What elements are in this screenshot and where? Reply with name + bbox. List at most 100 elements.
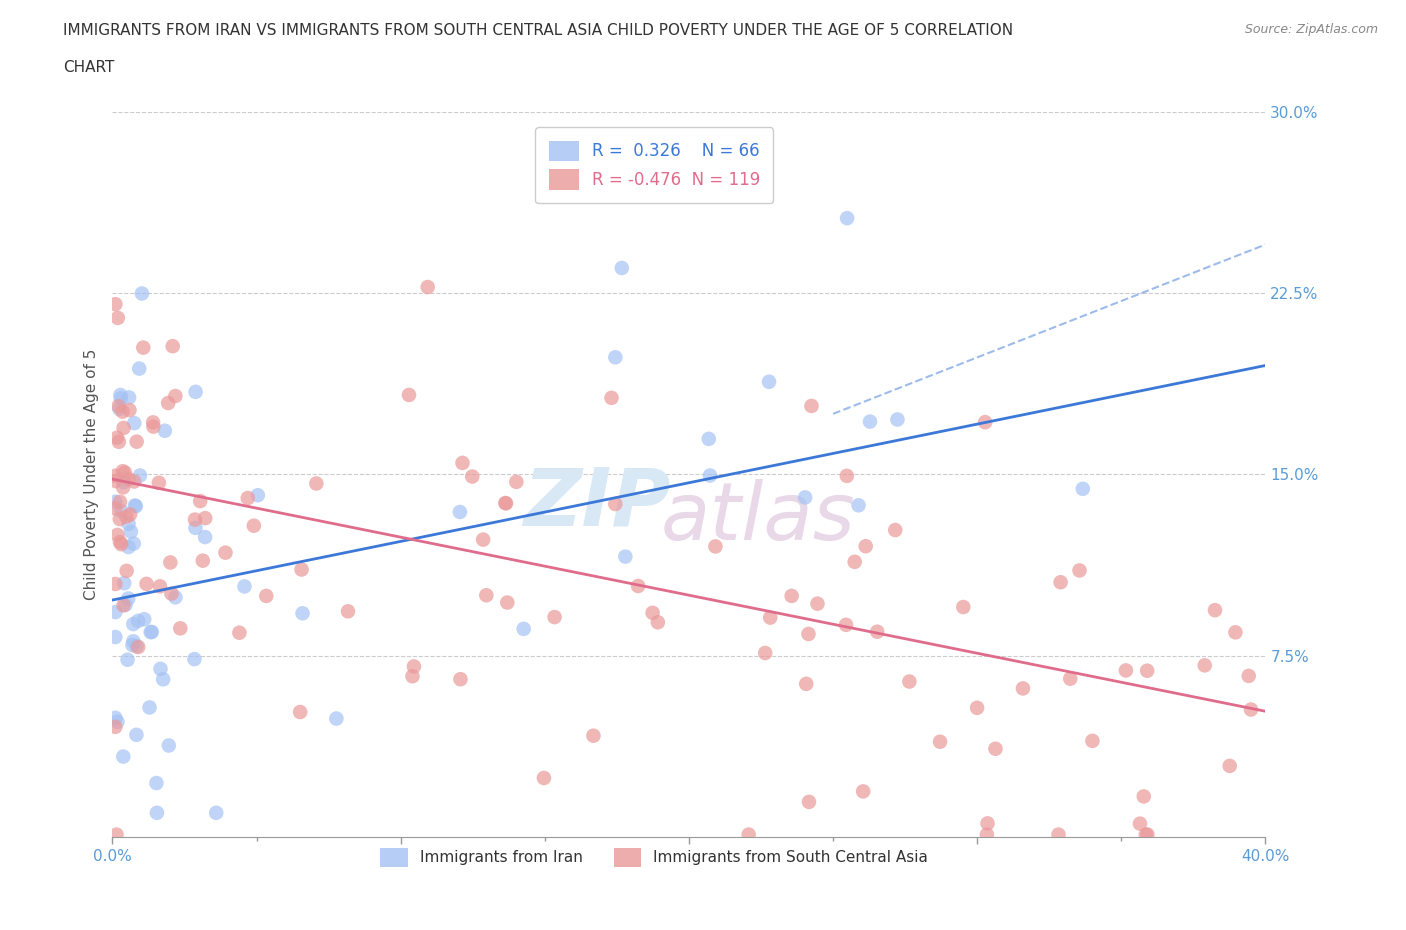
Point xyxy=(112,750,135,764)
Point xyxy=(449,505,471,520)
Text: Source: ZipAtlas.com: Source: ZipAtlas.com xyxy=(1244,23,1378,36)
Point xyxy=(146,805,169,820)
Text: CHART: CHART xyxy=(63,60,115,75)
Y-axis label: Child Poverty Under the Age of 5: Child Poverty Under the Age of 5 xyxy=(83,349,98,600)
Point xyxy=(135,577,157,591)
Point xyxy=(866,624,889,639)
Point xyxy=(228,625,250,640)
Point xyxy=(108,434,131,449)
Point xyxy=(1194,658,1216,672)
Point xyxy=(496,595,519,610)
Point xyxy=(759,610,782,625)
Point xyxy=(104,604,127,619)
Point xyxy=(115,510,138,525)
Point xyxy=(184,384,207,399)
Point xyxy=(1237,669,1260,684)
Point xyxy=(605,350,627,365)
Point xyxy=(162,339,184,353)
Point xyxy=(188,494,211,509)
Point xyxy=(844,554,866,569)
Point xyxy=(1059,671,1081,686)
Point xyxy=(852,784,875,799)
Point xyxy=(120,507,142,522)
Point xyxy=(124,498,146,513)
Point xyxy=(1012,681,1035,696)
Point xyxy=(148,475,170,490)
Point xyxy=(952,600,974,615)
Point xyxy=(205,805,228,820)
Point xyxy=(512,621,534,636)
Point xyxy=(122,474,145,489)
Point xyxy=(290,562,312,577)
Point xyxy=(800,398,823,413)
Point xyxy=(325,711,347,726)
Legend: Immigrants from Iran, Immigrants from South Central Asia: Immigrants from Iran, Immigrants from So… xyxy=(374,842,935,873)
Point xyxy=(104,473,127,488)
Point xyxy=(797,794,820,809)
Point xyxy=(780,589,803,604)
Point xyxy=(1204,603,1226,618)
Point xyxy=(1132,789,1154,804)
Point xyxy=(697,432,720,446)
Point xyxy=(111,464,134,479)
Point xyxy=(134,612,156,627)
Point xyxy=(451,456,474,471)
Point xyxy=(835,211,858,226)
Point xyxy=(110,537,132,551)
Point xyxy=(605,497,627,512)
Point xyxy=(1225,625,1247,640)
Point xyxy=(165,389,187,404)
Point xyxy=(132,340,155,355)
Point xyxy=(758,374,780,389)
Point xyxy=(108,402,131,417)
Point xyxy=(107,527,129,542)
Point xyxy=(505,474,527,489)
Point xyxy=(797,627,820,642)
Point xyxy=(128,361,150,376)
Point xyxy=(398,388,420,403)
Point xyxy=(288,705,311,720)
Point xyxy=(125,727,148,742)
Point xyxy=(984,741,1007,756)
Point xyxy=(191,553,214,568)
Point xyxy=(794,676,817,691)
Point xyxy=(107,399,129,414)
Point xyxy=(157,738,180,753)
Point xyxy=(647,615,669,630)
Point xyxy=(886,412,908,427)
Point xyxy=(159,555,181,570)
Point xyxy=(754,645,776,660)
Point xyxy=(1240,702,1263,717)
Point xyxy=(494,496,516,511)
Point xyxy=(125,639,148,654)
Point xyxy=(848,498,870,512)
Point xyxy=(859,414,882,429)
Point xyxy=(138,700,160,715)
Point xyxy=(884,523,907,538)
Point xyxy=(1049,575,1071,590)
Point xyxy=(461,469,484,484)
Point xyxy=(416,280,439,295)
Point xyxy=(142,419,165,434)
Point xyxy=(124,416,146,431)
Point xyxy=(627,578,650,593)
Point xyxy=(120,525,142,539)
Point xyxy=(976,816,998,830)
Point xyxy=(184,521,207,536)
Point xyxy=(117,472,139,486)
Point xyxy=(1136,663,1159,678)
Point xyxy=(1129,817,1152,831)
Point xyxy=(110,388,132,403)
Point xyxy=(610,260,633,275)
Point xyxy=(112,576,135,591)
Point xyxy=(1136,827,1159,842)
Point xyxy=(305,476,328,491)
Point xyxy=(472,532,495,547)
Point xyxy=(107,714,129,729)
Point xyxy=(127,614,149,629)
Point xyxy=(160,586,183,601)
Point xyxy=(108,535,131,550)
Point xyxy=(543,610,565,625)
Point xyxy=(117,539,139,554)
Point xyxy=(118,390,141,405)
